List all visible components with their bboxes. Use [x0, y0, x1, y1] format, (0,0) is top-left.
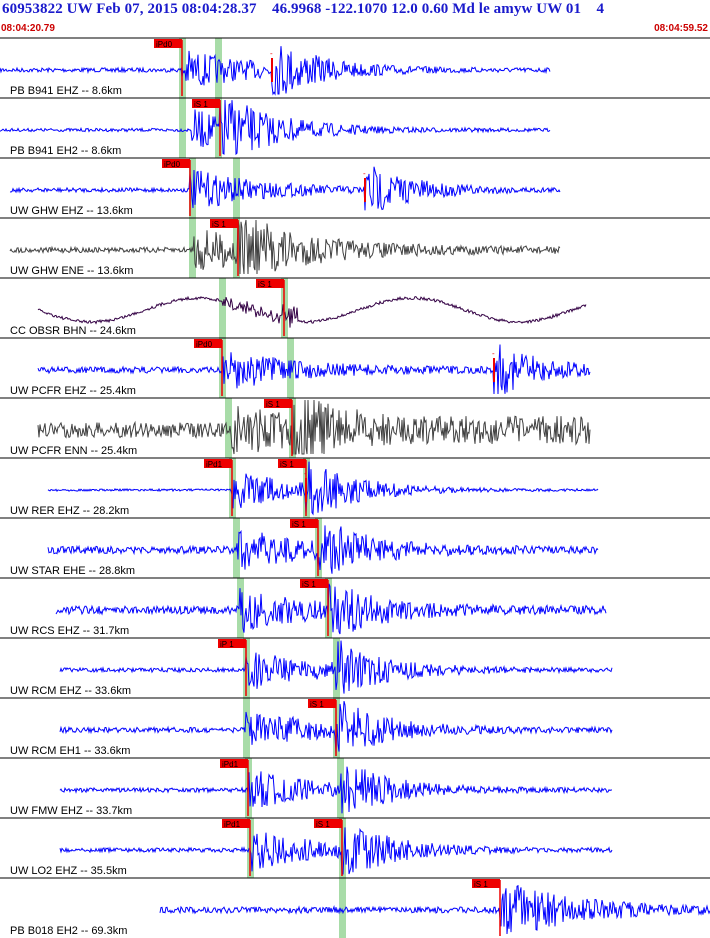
waveform-trace: [37, 344, 591, 395]
phase-pick-label: iP 1: [220, 640, 234, 649]
p-window-band: [243, 698, 250, 758]
waveform-trace: [0, 46, 551, 96]
p-window-band: [225, 398, 232, 458]
trace-label: UW STAR EHE -- 28.8km: [10, 565, 135, 577]
phase-pick-label: iS 1: [310, 700, 324, 709]
waveform-trace: [59, 827, 613, 875]
s-window-band: [333, 638, 340, 698]
p-window-band: [339, 878, 346, 938]
phase-pick-box: [220, 759, 248, 768]
event-header-title: 60953822 UW Feb 07, 2015 08:04:28.37 46.…: [2, 1, 605, 17]
phase-pick-box: [300, 579, 328, 588]
trace-label: UW GHW EHZ -- 13.6km: [10, 205, 133, 217]
phase-pick-label: iPd1: [206, 460, 223, 469]
trace-label: UW RCM EHZ -- 33.6km: [10, 685, 131, 697]
coda-pick-label: -: [270, 49, 273, 58]
phase-pick-box: [154, 39, 182, 48]
trace-label: UW PCFR EHZ -- 25.4km: [10, 385, 136, 397]
waveform-trace: [59, 640, 613, 694]
phase-pick-box: [472, 879, 500, 888]
phase-pick-label: iS 1: [212, 220, 226, 229]
coda-pick-label: -: [363, 169, 366, 178]
trace-label: UW RCS EHZ -- 31.7km: [10, 625, 129, 637]
phase-pick-label: iPd0: [156, 40, 173, 49]
phase-picks: iPd0 - iS 1 iPd0 - iS 1 iS 1 iPd0 - iS 1 iPd1 iS 1 -…: [154, 39, 501, 936]
waveform-trace: [9, 219, 561, 275]
phase-pick-secondary-box: [278, 459, 306, 468]
phase-pick-box: [192, 99, 220, 108]
s-window-band: [215, 98, 222, 158]
phase-pick-box: [308, 699, 336, 708]
phase-pick-box: [162, 159, 190, 168]
p-window-band: [189, 158, 196, 218]
p-window-band: [219, 278, 226, 338]
phase-pick-box: [256, 279, 284, 288]
coda-pick-label: -: [304, 469, 307, 478]
trace-label: PB B941 EH2 -- 8.6km: [10, 145, 121, 157]
trace-label: UW GHW ENE -- 13.6km: [10, 265, 133, 277]
phase-pick-label: iS 1: [302, 580, 316, 589]
coda-pick-label: -: [492, 349, 495, 358]
phase-pick-label: iS 1: [292, 520, 306, 529]
trace-label: PB B018 EH2 -- 69.3km: [10, 925, 127, 937]
phase-pick-label: iPd1: [224, 820, 241, 829]
phase-pick-label: iS 1: [194, 100, 208, 109]
trace-label: UW PCFR ENN -- 25.4km: [10, 445, 137, 457]
phase-pick-secondary-label: iS 1: [316, 820, 330, 829]
phase-pick-label: iPd0: [164, 160, 181, 169]
phase-pick-box: [218, 639, 246, 648]
waveform-trace: [55, 583, 607, 635]
phase-pick-secondary-label: iS 1: [280, 460, 294, 469]
end-time-label: 08:04:59.52: [654, 23, 708, 34]
waveform-traces: [0, 46, 710, 935]
waveform-trace: [47, 461, 599, 516]
phase-pick-label: iS 1: [474, 880, 488, 889]
phase-pick-label: iS 1: [266, 400, 280, 409]
waveform-trace: [9, 166, 561, 211]
waveform-trace: [37, 399, 591, 455]
waveform-trace: [59, 766, 612, 814]
phase-pick-secondary-box: [314, 819, 342, 828]
s-window-band: [215, 38, 222, 98]
waveform-trace: [159, 884, 710, 935]
phase-pick-label: iS 1: [258, 280, 272, 289]
p-window-band: [179, 98, 186, 158]
trace-label: CC OBSR BHN -- 24.6km: [10, 325, 136, 337]
phase-pick-box: [290, 519, 318, 528]
phase-pick-box: [210, 219, 238, 228]
panel-separators: [0, 37, 710, 879]
phase-pick-box: [204, 459, 232, 468]
trace-label: UW FMW EHZ -- 33.7km: [10, 805, 132, 817]
phase-pick-label: iPd1: [222, 760, 239, 769]
start-time-label: 08:04:20.79: [1, 23, 55, 34]
phase-pick-box: [222, 819, 250, 828]
s-window-band: [233, 218, 240, 278]
s-window-band: [233, 158, 240, 218]
trace-label: UW RER EHZ -- 28.2km: [10, 505, 129, 517]
waveform-trace: [37, 295, 587, 328]
waveform-trace: [0, 99, 551, 156]
trace-label: UW RCM EH1 -- 33.6km: [10, 745, 130, 757]
trace-labels: PB B941 EHZ -- 8.6km PB B941 EH2 -- 8.6km…: [10, 85, 137, 937]
phase-pick-box: [264, 399, 292, 408]
trace-label: UW LO2 EHZ -- 35.5km: [10, 865, 127, 877]
phase-pick-box: [194, 339, 222, 348]
trace-label: PB B941 EHZ -- 8.6km: [10, 85, 122, 97]
waveform-trace: [47, 525, 599, 574]
phase-pick-label: iPd0: [196, 340, 213, 349]
